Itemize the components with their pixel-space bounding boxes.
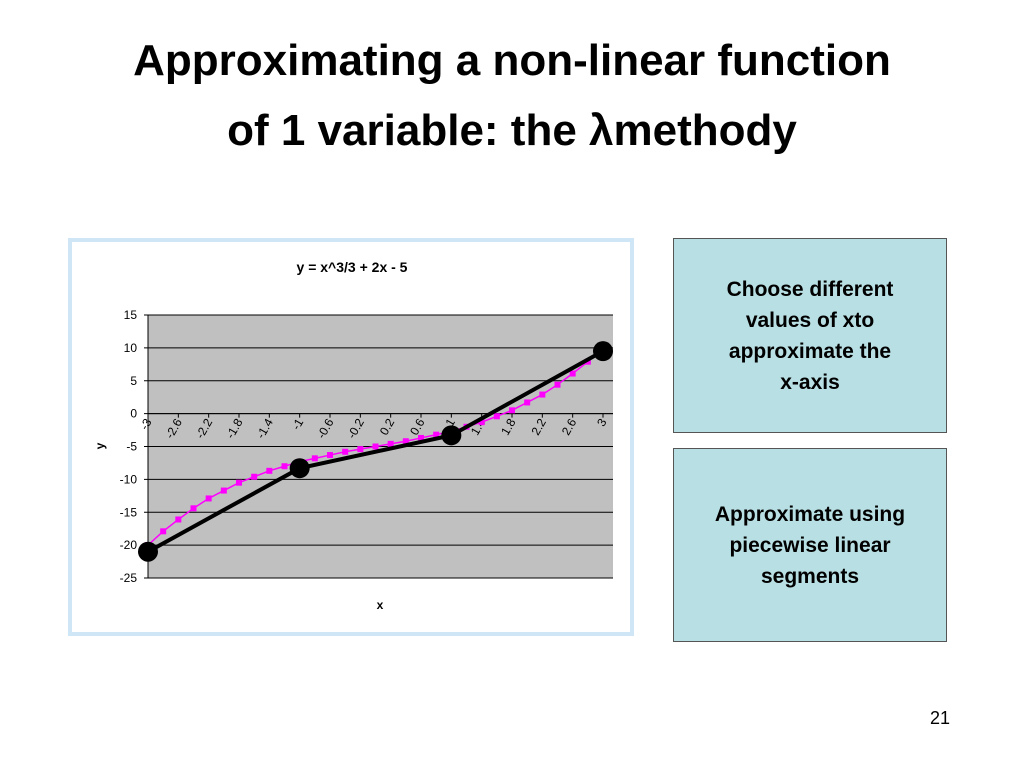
- text-line: Approximate using: [714, 502, 906, 526]
- point: [509, 407, 515, 414]
- text-line: segments: [760, 564, 860, 588]
- point: [402, 438, 409, 445]
- point: [569, 370, 576, 377]
- point: [554, 381, 561, 388]
- text-line: Choose different: [726, 277, 894, 301]
- point: [138, 541, 158, 562]
- y-tick-label: -10: [120, 472, 138, 486]
- text-line: approximate the: [728, 339, 892, 363]
- y-tick-label: 15: [124, 308, 138, 322]
- point: [493, 413, 500, 420]
- series-line: [147, 349, 604, 554]
- point: [478, 419, 485, 426]
- point: [175, 516, 182, 523]
- point: [357, 446, 364, 453]
- point: [281, 463, 288, 470]
- point: [251, 473, 258, 480]
- point: [160, 528, 167, 535]
- point: [593, 341, 613, 362]
- point: [327, 452, 333, 459]
- point: [266, 467, 273, 474]
- text-box: Choose different values of xto approxima…: [673, 238, 947, 433]
- y-tick-label: -15: [120, 505, 138, 519]
- y-tick-label: -20: [120, 538, 138, 552]
- y-tick-label: -25: [120, 571, 138, 585]
- y-tick-label: 0: [130, 407, 137, 421]
- y-axis-label: y: [93, 442, 107, 449]
- point: [433, 431, 440, 438]
- point: [190, 505, 197, 512]
- point: [539, 391, 546, 398]
- point: [289, 458, 310, 479]
- point: [342, 448, 349, 455]
- point: [205, 495, 212, 502]
- text-box: Approximate using piecewise linear segme…: [673, 448, 947, 642]
- y-tick-label: 10: [124, 341, 138, 355]
- slide-title: of 1 variable: the λmethody: [227, 106, 797, 155]
- text-line: x-axis: [780, 370, 840, 394]
- point: [441, 425, 462, 446]
- slide-title: Approximating a non-linear function: [133, 36, 891, 85]
- text-line: piecewise linear: [729, 533, 891, 557]
- text-line: values of xto: [745, 308, 875, 332]
- point: [387, 440, 394, 447]
- y-tick-label: 5: [130, 374, 137, 388]
- point: [220, 487, 227, 494]
- x-axis-label: x: [377, 598, 384, 612]
- point: [372, 443, 379, 450]
- point: [524, 399, 531, 406]
- chart-title: y = x^3/3 + 2x - 5: [297, 259, 408, 275]
- page-number: 21: [930, 708, 951, 728]
- y-tick-label: -5: [126, 440, 137, 454]
- point: [418, 434, 424, 441]
- point: [236, 479, 242, 486]
- point: [311, 455, 318, 462]
